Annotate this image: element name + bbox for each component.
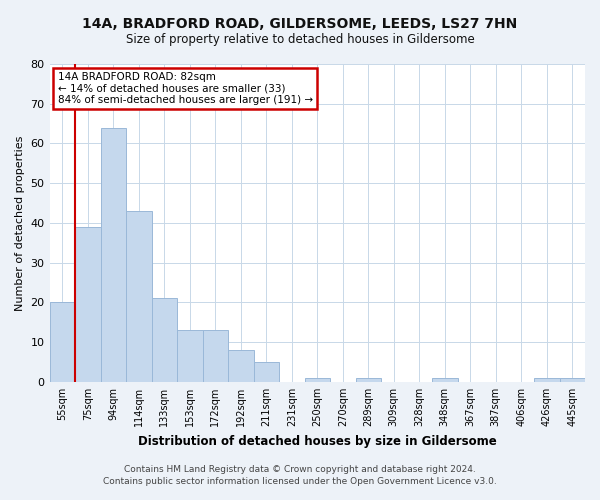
Bar (534, 378, 560, 382)
Bar (228, 350, 254, 382)
Bar (203, 330, 228, 382)
Text: 14A, BRADFORD ROAD, GILDERSOME, LEEDS, LS27 7HN: 14A, BRADFORD ROAD, GILDERSOME, LEEDS, L… (82, 18, 518, 32)
Bar (177, 330, 203, 382)
Bar (432, 378, 458, 382)
X-axis label: Distribution of detached houses by size in Gildersome: Distribution of detached houses by size … (138, 434, 497, 448)
Y-axis label: Number of detached properties: Number of detached properties (15, 136, 25, 310)
Bar (75, 227, 101, 382)
Bar (560, 378, 585, 382)
Bar (152, 298, 177, 382)
Bar (305, 378, 330, 382)
Bar (356, 378, 381, 382)
Bar (50, 302, 75, 382)
Bar (101, 128, 126, 382)
Text: Contains HM Land Registry data © Crown copyright and database right 2024.
Contai: Contains HM Land Registry data © Crown c… (103, 464, 497, 486)
Text: 14A BRADFORD ROAD: 82sqm
← 14% of detached houses are smaller (33)
84% of semi-d: 14A BRADFORD ROAD: 82sqm ← 14% of detach… (58, 72, 313, 105)
Text: Size of property relative to detached houses in Gildersome: Size of property relative to detached ho… (125, 32, 475, 46)
Bar (254, 362, 279, 382)
Bar (126, 211, 152, 382)
